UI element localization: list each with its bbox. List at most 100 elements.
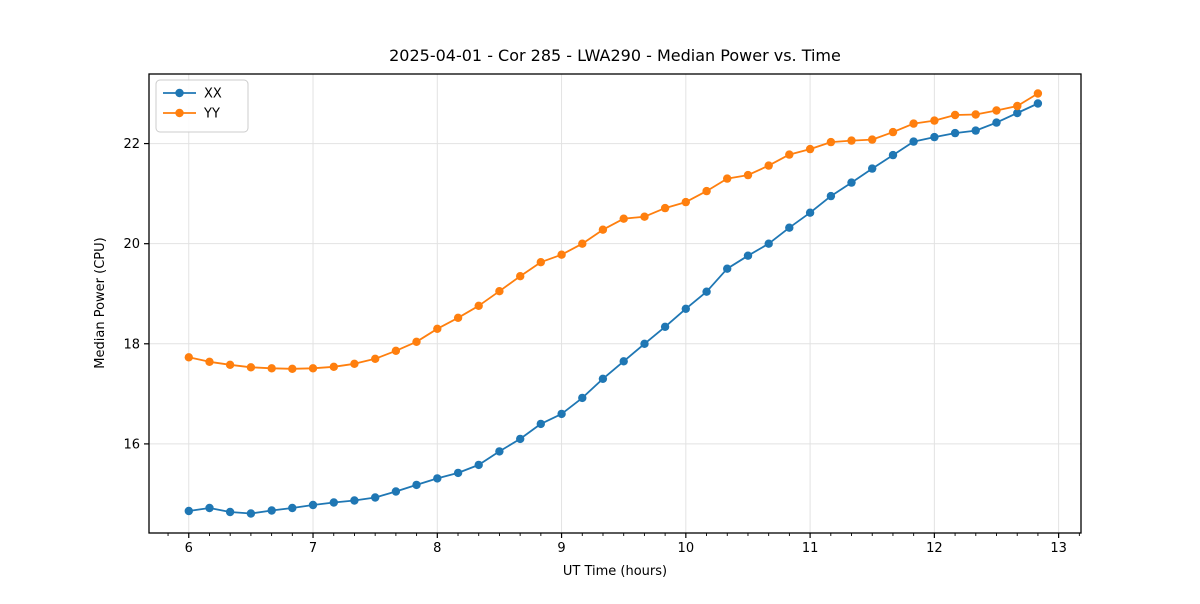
series-yy-marker	[267, 364, 276, 373]
legend: XX YY	[155, 79, 249, 133]
series-xx-marker	[536, 419, 545, 429]
series-xx-marker	[433, 474, 442, 483]
grid-layer	[149, 74, 1081, 533]
series-xx-marker	[246, 509, 256, 518]
series-yy-marker	[930, 116, 939, 125]
y-tick-label: 16	[123, 437, 140, 452]
series-yy-marker	[619, 214, 628, 223]
series-xx-marker	[516, 434, 525, 444]
series-xx-marker	[288, 503, 297, 513]
series-yy-marker	[288, 364, 297, 373]
series-xx-marker	[702, 287, 711, 296]
series-yy-marker	[909, 119, 918, 128]
series-xx-marker	[723, 264, 732, 273]
series-yy-marker	[495, 287, 504, 296]
series-yy-marker	[412, 337, 421, 346]
series-xx-marker	[578, 393, 587, 403]
series-xx-marker	[495, 447, 504, 456]
x-tick-label: 10	[678, 541, 695, 556]
series-xx-marker	[184, 506, 193, 516]
series-yy-marker	[350, 359, 359, 368]
series-yy-marker	[598, 225, 608, 234]
series-yy-marker	[536, 258, 545, 267]
series-yy-marker	[246, 363, 256, 372]
series-xx-marker	[453, 468, 463, 478]
series-xx-marker	[474, 460, 483, 470]
series-yy-marker	[847, 136, 856, 145]
series-xx-marker	[909, 137, 918, 146]
series-yy-marker	[433, 324, 442, 333]
series-yy-marker	[702, 186, 711, 196]
series-xx-marker	[971, 126, 980, 135]
series-yy-marker	[723, 174, 732, 183]
series-yy-marker	[516, 272, 525, 281]
series-xx-marker	[785, 223, 794, 232]
x-tick-label: 12	[926, 541, 943, 556]
series-xx-marker	[598, 374, 608, 383]
series-xx-marker	[1033, 99, 1043, 108]
series-yy-marker	[453, 313, 463, 322]
series-xx-marker	[805, 208, 815, 217]
series-xx-marker	[1013, 108, 1022, 118]
series-xx-marker	[308, 500, 318, 510]
series-yy-marker	[371, 354, 380, 363]
series-xx-marker	[619, 357, 628, 366]
series-xx-line	[188, 102, 1039, 515]
series-xx-marker	[764, 239, 773, 248]
tick-labels-layer: 6 7 8 9 10 11 12 13 16 18 20 22	[123, 137, 1066, 556]
series-yy-marker	[640, 212, 649, 221]
y-axis-label: Median Power (CPU)	[93, 237, 108, 368]
series-xx-marker	[930, 132, 939, 142]
plot-frame	[148, 73, 1082, 534]
series-xx-marker	[681, 304, 690, 313]
series-yy-marker	[225, 360, 235, 369]
series-xx-marker	[868, 164, 877, 173]
series-yy-marker	[743, 170, 753, 180]
x-tick-label: 9	[557, 541, 565, 556]
chart-title: 2025-04-01 - Cor 285 - LWA290 - Median P…	[389, 46, 841, 65]
x-tick-label: 7	[309, 541, 317, 556]
series-yy-marker	[764, 161, 773, 170]
series-xx-marker	[225, 507, 235, 517]
series-yy-marker	[205, 357, 214, 366]
series-xx-marker	[412, 480, 421, 490]
series-yy-marker	[474, 301, 483, 310]
series-xx-marker	[640, 339, 649, 348]
legend-label: XX	[204, 87, 222, 102]
series-layer	[184, 89, 1043, 518]
y-tick-label: 20	[123, 237, 140, 252]
series-yy-marker	[1013, 101, 1022, 111]
series-yy-marker	[826, 137, 836, 147]
series-yy-marker	[391, 346, 401, 355]
legend-marker-sample	[175, 108, 184, 118]
legend-label: YY	[203, 107, 220, 122]
series-xx-marker	[391, 487, 401, 496]
series-yy-marker	[557, 250, 566, 259]
legend-marker-sample	[175, 88, 184, 98]
series-xx-marker	[329, 498, 338, 507]
series-yy-marker	[660, 203, 670, 213]
series-xx-marker	[557, 409, 566, 419]
axes-layer	[144, 73, 1082, 538]
series-yy-marker	[805, 144, 815, 154]
series-xx-marker	[267, 506, 276, 515]
series-xx-marker	[888, 150, 898, 160]
series-xx-marker	[371, 493, 380, 502]
series-yy-marker	[868, 135, 877, 144]
legend-box	[155, 79, 249, 133]
x-tick-label: 6	[185, 541, 193, 556]
x-tick-label: 11	[802, 541, 819, 556]
series-xx-marker	[826, 191, 836, 201]
series-yy-marker	[308, 364, 318, 373]
series-yy-marker	[329, 362, 338, 371]
y-tick-label: 22	[123, 137, 140, 152]
x-tick-label: 8	[433, 541, 441, 556]
x-tick-label: 13	[1050, 541, 1067, 556]
series-xx-marker	[205, 503, 214, 513]
y-tick-label: 18	[123, 337, 140, 352]
series-xx-marker	[950, 128, 960, 138]
series-xx-marker	[660, 322, 670, 331]
series-yy-marker	[578, 239, 587, 248]
